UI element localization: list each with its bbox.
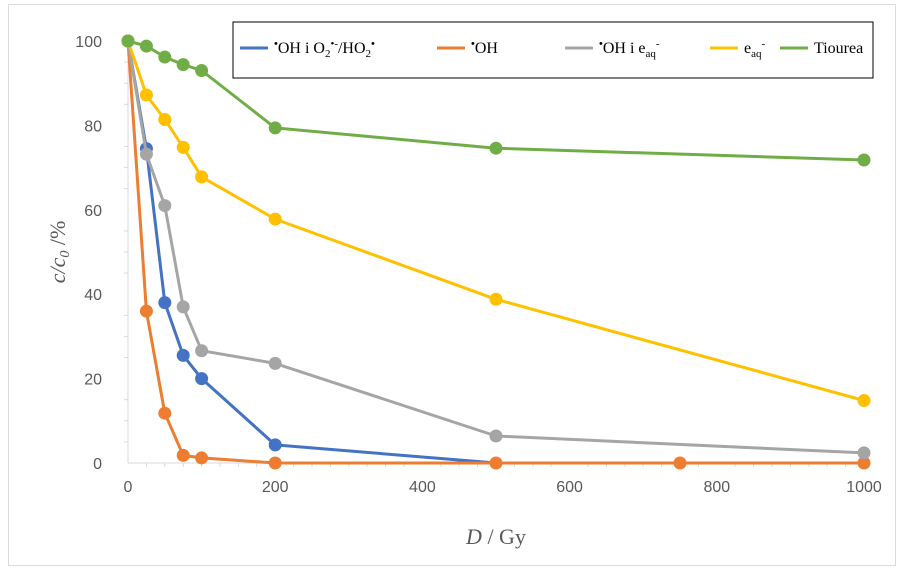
x-tick-label: 1000 [846, 479, 882, 496]
y-tick-label: 60 [84, 203, 102, 220]
data-point [158, 406, 172, 420]
data-point [176, 448, 190, 462]
data-point [489, 292, 503, 306]
y-tick-label: 100 [75, 34, 102, 51]
data-point [268, 121, 282, 135]
data-point [489, 141, 503, 155]
series-line [126, 39, 866, 402]
y-axis-title: c/c0 /% [45, 221, 73, 284]
data-point [857, 153, 871, 167]
data-point [158, 199, 172, 213]
data-point [176, 140, 190, 154]
x-axis-title: D / Gy [465, 524, 526, 549]
legend-label: •OH i eaq- [599, 38, 660, 60]
data-point [268, 356, 282, 370]
series-5 [121, 34, 871, 167]
data-point [195, 64, 209, 78]
y-tick-label: 80 [84, 118, 102, 135]
legend-item-3: •OH i eaq- [565, 38, 660, 60]
data-point [176, 348, 190, 362]
series-line [126, 39, 866, 455]
data-point [139, 39, 153, 53]
data-point [268, 438, 282, 452]
series-line [126, 39, 866, 465]
legend-box [232, 21, 874, 79]
data-point [158, 112, 172, 126]
legend-layer: •OH i O2•-/HO2• •OH •OH i eaq-eaq- Tiourea [232, 21, 874, 79]
legend-label: •OH i O2•-/HO2• [274, 38, 375, 60]
data-point [489, 429, 503, 443]
data-point [195, 372, 209, 386]
data-point [139, 88, 153, 102]
data-point [857, 446, 871, 460]
legend-label: •OH [471, 38, 498, 57]
legend-item-2: •OH [437, 38, 498, 57]
data-point [268, 456, 282, 470]
series-1 [121, 34, 866, 465]
legend-item-5: Tiourea [780, 40, 863, 57]
axes-layer: 0 200 400 600 800 1000 0 20 40 60 80 100 D / Gy c/c0 … [45, 34, 882, 549]
data-point [158, 296, 172, 310]
y-tick-label: 0 [93, 456, 102, 473]
chart-frame [8, 4, 896, 566]
legend-item-1: •OH i O2•-/HO2• [240, 38, 375, 60]
legend-label: Tiourea [814, 40, 863, 57]
data-point [158, 50, 172, 64]
data-point [673, 456, 687, 470]
series-line [126, 39, 866, 465]
x-tick-label: 600 [556, 479, 583, 496]
series-layer [121, 34, 871, 470]
data-point [268, 212, 282, 226]
x-tick-label: 200 [262, 479, 289, 496]
data-point [176, 58, 190, 72]
series-4 [121, 34, 871, 408]
y-tick-label: 40 [84, 287, 102, 304]
series-2 [121, 34, 871, 470]
data-point [121, 34, 135, 48]
data-point [139, 147, 153, 161]
data-point [195, 344, 209, 358]
data-point [489, 456, 503, 470]
data-point [176, 300, 190, 314]
x-tick-label: 400 [409, 479, 436, 496]
data-point [195, 451, 209, 465]
series-3 [121, 34, 871, 460]
x-tick-label: 0 [124, 479, 133, 496]
x-tick-label: 800 [703, 479, 730, 496]
y-tick-label: 20 [84, 372, 102, 389]
data-point [139, 304, 153, 318]
data-point [857, 456, 871, 470]
legend-item-4: eaq- [710, 38, 766, 60]
data-point [857, 394, 871, 408]
legend-label: eaq- [744, 38, 766, 60]
data-point [195, 170, 209, 184]
